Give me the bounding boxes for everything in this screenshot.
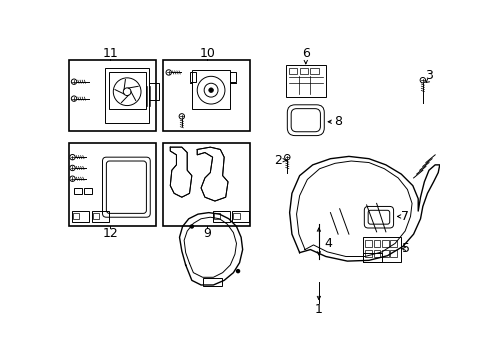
Circle shape — [72, 79, 77, 84]
Bar — [190, 72, 196, 82]
Bar — [69, 60, 156, 131]
Bar — [365, 250, 372, 257]
Bar — [382, 250, 389, 257]
Bar — [69, 143, 156, 226]
Text: 3: 3 — [425, 69, 433, 82]
Bar — [311, 68, 319, 74]
Text: 6: 6 — [302, 48, 310, 60]
Text: 10: 10 — [199, 48, 215, 60]
Text: 12: 12 — [102, 227, 118, 240]
Bar — [92, 211, 109, 222]
Text: 11: 11 — [102, 48, 118, 60]
Circle shape — [70, 154, 75, 160]
Bar — [214, 213, 220, 219]
Circle shape — [190, 225, 194, 228]
Polygon shape — [197, 147, 228, 201]
Text: 2: 2 — [274, 154, 282, 167]
Bar — [163, 60, 249, 131]
Bar — [213, 211, 229, 222]
Bar — [286, 65, 326, 97]
Text: 1: 1 — [315, 303, 323, 316]
Circle shape — [420, 77, 425, 83]
Bar — [203, 278, 222, 286]
Bar — [373, 240, 381, 247]
Bar — [74, 213, 79, 219]
Bar — [363, 237, 401, 262]
Circle shape — [209, 88, 214, 93]
Bar — [72, 211, 89, 222]
Text: 9: 9 — [203, 227, 211, 240]
Bar — [105, 68, 149, 123]
Bar — [391, 240, 397, 247]
Bar — [163, 143, 249, 226]
Bar — [74, 188, 82, 194]
Bar — [289, 68, 297, 74]
Circle shape — [70, 176, 75, 181]
Text: 7: 7 — [401, 210, 409, 223]
Bar — [232, 211, 249, 222]
Text: 8: 8 — [334, 115, 342, 128]
Circle shape — [179, 114, 185, 119]
Polygon shape — [171, 147, 192, 197]
Bar — [391, 250, 397, 257]
Bar — [149, 83, 159, 100]
Text: 4: 4 — [324, 237, 332, 250]
Bar — [192, 70, 230, 109]
Bar — [230, 72, 237, 82]
Bar — [233, 213, 240, 219]
Circle shape — [70, 165, 75, 171]
Bar — [382, 240, 389, 247]
Circle shape — [285, 154, 290, 160]
Circle shape — [166, 70, 172, 75]
Bar — [93, 213, 99, 219]
Circle shape — [72, 96, 77, 101]
Bar — [365, 240, 372, 247]
Circle shape — [237, 270, 240, 273]
Bar — [84, 188, 92, 194]
Bar — [363, 253, 382, 262]
Bar — [109, 72, 146, 109]
Text: 5: 5 — [402, 242, 410, 255]
Bar — [373, 250, 381, 257]
Bar — [300, 68, 308, 74]
